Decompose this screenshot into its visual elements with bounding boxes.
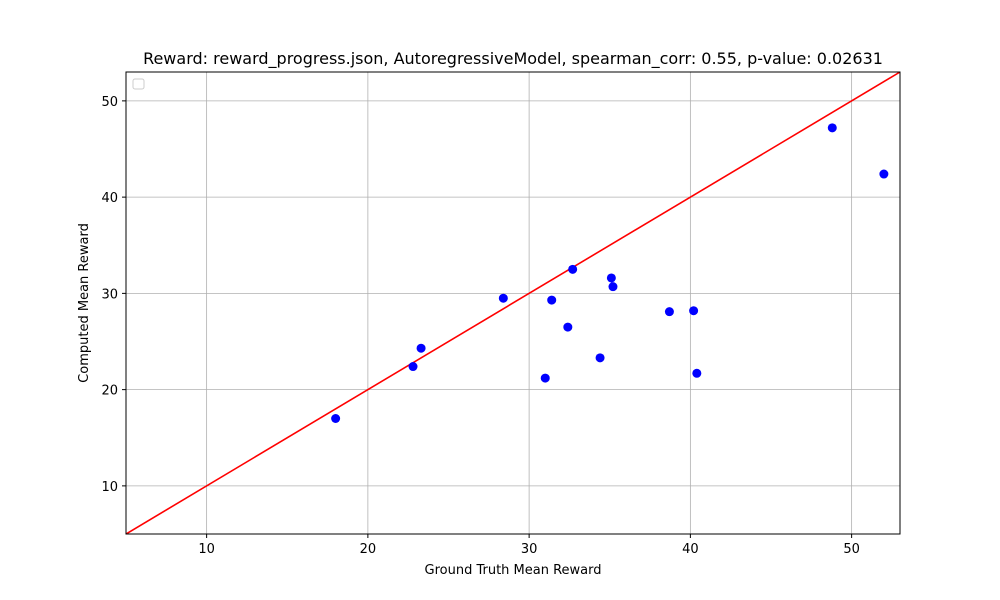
x-axis-label: Ground Truth Mean Reward xyxy=(425,563,602,578)
y-tick-label: 50 xyxy=(101,95,118,110)
grid-lines xyxy=(126,72,900,534)
x-tick-label: 50 xyxy=(843,542,860,557)
data-points xyxy=(331,123,889,423)
x-tick-label: 40 xyxy=(682,542,699,557)
plot-area-frame xyxy=(125,71,901,535)
x-axis-ticks: 10 20 30 40 50 xyxy=(198,534,860,557)
reference-line-layer xyxy=(125,71,901,535)
y-tick-label: 10 xyxy=(101,480,118,495)
data-point xyxy=(608,282,618,292)
x-tick-label: 10 xyxy=(198,542,215,557)
legend xyxy=(132,78,145,90)
x-tick-label: 30 xyxy=(521,542,538,557)
data-point xyxy=(568,264,578,274)
data-point xyxy=(689,306,699,316)
legend-box xyxy=(132,78,145,90)
data-point xyxy=(606,273,616,283)
chart-title: Reward: reward_progress.json, Autoregres… xyxy=(143,49,883,69)
y-axis-ticks: 10 20 30 40 50 xyxy=(101,95,126,495)
data-point xyxy=(408,362,418,372)
reference-line xyxy=(125,71,901,535)
y-tick-label: 20 xyxy=(101,384,118,399)
y-tick-label: 40 xyxy=(101,191,118,206)
data-point xyxy=(664,307,674,317)
data-point xyxy=(563,322,573,332)
data-point xyxy=(547,295,557,305)
y-tick-label: 30 xyxy=(101,287,118,302)
data-point xyxy=(540,373,550,383)
data-point xyxy=(416,343,426,353)
data-point xyxy=(827,123,837,133)
data-point xyxy=(331,414,341,423)
data-point xyxy=(879,169,889,179)
x-tick-label: 20 xyxy=(360,542,377,557)
data-point xyxy=(692,368,702,378)
data-point xyxy=(498,293,508,303)
data-point xyxy=(595,353,605,363)
y-axis-label: Computed Mean Reward xyxy=(77,223,92,383)
